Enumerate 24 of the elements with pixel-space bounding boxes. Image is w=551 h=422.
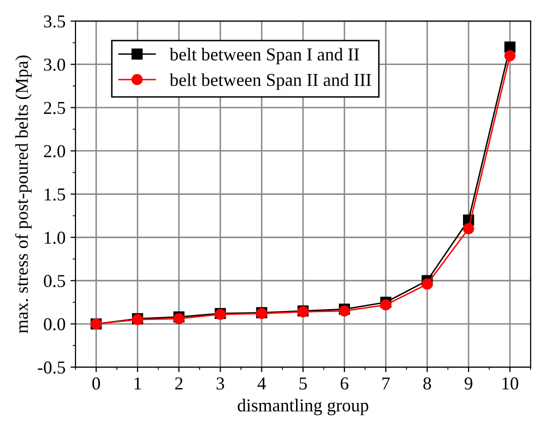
x-tick-label: 2 <box>175 377 182 390</box>
y-axis-title: max. stress of post-poured belts (Mpa) <box>15 56 32 334</box>
x-tick-label: 9 <box>464 377 472 390</box>
y-tick-label: 0.5 <box>44 274 66 288</box>
x-tick-label: 8 <box>423 377 431 390</box>
legend-label: belt between Span I and II <box>170 48 359 64</box>
x-tick-label: 3 <box>216 377 224 390</box>
x-tick-label: 5 <box>300 378 307 390</box>
x-tick-label: 0 <box>92 377 100 390</box>
y-tick-label: 1.0 <box>44 232 66 244</box>
y-tick-label: 3.5 <box>44 15 66 28</box>
x-tick-label: 6 <box>340 377 348 390</box>
x-tick-label: 4 <box>258 378 266 390</box>
y-tick-label: 2.5 <box>44 102 66 114</box>
x-tick-label: 7 <box>382 378 390 390</box>
y-tick-label: -0.5 <box>38 361 66 374</box>
y-tick-label: 0.0 <box>44 318 66 330</box>
x-tick-label: 1 <box>134 377 141 390</box>
y-tick-label: 1.5 <box>44 188 66 201</box>
y-tick-label: 3.0 <box>44 58 66 71</box>
legend-label: belt between Span II and III <box>170 73 372 90</box>
y-tick-label: 2.0 <box>44 145 66 158</box>
x-axis-title: dismantling group <box>238 398 368 416</box>
x-tick-label: 10 <box>502 377 518 390</box>
